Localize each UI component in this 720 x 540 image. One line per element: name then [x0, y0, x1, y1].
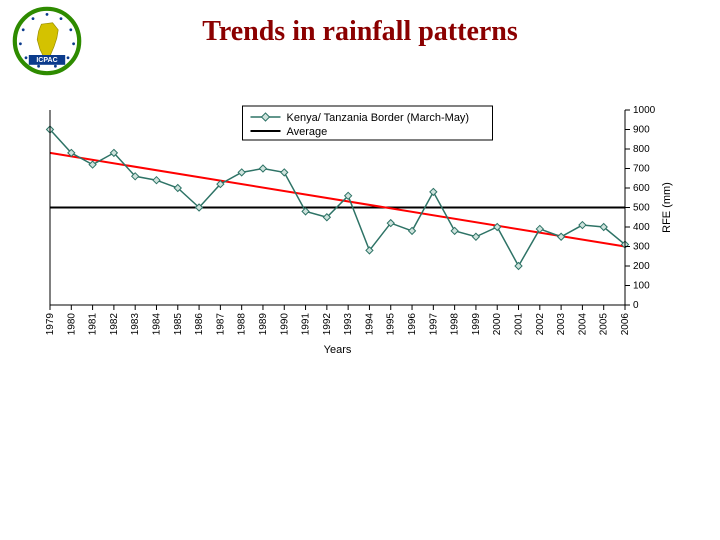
- y-tick-label: 900: [633, 125, 650, 136]
- x-tick-label: 1979: [45, 313, 56, 336]
- x-tick-label: 1991: [301, 313, 312, 336]
- slide: ICPAC Trends in rainfall patterns 0 100 20…: [0, 0, 720, 540]
- y-tick-label: 700: [633, 164, 650, 175]
- y-tick-label: 200: [633, 261, 650, 272]
- x-tick-label: 2003: [556, 313, 567, 336]
- x-tick-label: 1999: [471, 313, 482, 336]
- x-tick-label: 1982: [109, 313, 120, 336]
- y-tick-label: 0: [633, 300, 639, 311]
- x-tick-label: 1983: [130, 313, 141, 336]
- x-tick-label: 1984: [151, 313, 162, 336]
- x-tick-label: 1993: [343, 313, 354, 336]
- y-tick-label: 800: [633, 144, 650, 155]
- x-tick-label: 2001: [514, 313, 525, 336]
- x-tick-label: 1985: [173, 313, 184, 336]
- x-tick-label: 1995: [386, 313, 397, 336]
- x-tick-label: 1981: [88, 313, 99, 336]
- legend-average-label: Average: [287, 126, 328, 138]
- x-tick-label: 1987: [215, 313, 226, 336]
- x-axis-label: Years: [324, 344, 352, 356]
- x-tick-label: 2006: [620, 313, 631, 336]
- page-title: Trends in rainfall patterns: [0, 16, 720, 48]
- x-tick-label: 1992: [322, 313, 333, 336]
- y-tick-label: 400: [633, 222, 650, 233]
- x-tick-label: 2002: [535, 313, 546, 336]
- logo-label: ICPAC: [36, 57, 57, 64]
- x-tick-label: 2005: [599, 313, 610, 336]
- x-tick-label: 2004: [577, 313, 588, 336]
- rainfall-chart: 0 100 200 300 400 500 600 700 800 900 1000 RFE (mm)…: [40, 100, 680, 360]
- y-axis-label: RFE (mm): [661, 182, 673, 233]
- y-tick-label: 500: [633, 203, 650, 214]
- x-tick-label: 1989: [258, 313, 269, 336]
- y-tick-label: 300: [633, 242, 650, 253]
- y-tick-label: 600: [633, 183, 650, 194]
- legend-series-label: Kenya/ Tanzania Border (March-May): [287, 112, 470, 124]
- x-tick-label: 1996: [407, 313, 418, 336]
- x-tick-label: 2000: [492, 313, 503, 336]
- chart-svg: 0 100 200 300 400 500 600 700 800 900 1000 RFE (mm)…: [40, 100, 680, 360]
- x-tick-label: 1988: [237, 313, 248, 336]
- x-tick-label: 1980: [66, 313, 77, 336]
- x-tick-label: 1998: [450, 313, 461, 336]
- y-tick-label: 1000: [633, 105, 656, 116]
- x-tick-label: 1997: [428, 313, 439, 336]
- y-tick-label: 100: [633, 281, 650, 292]
- x-tick-label: 1986: [194, 313, 205, 336]
- x-tick-label: 1994: [364, 313, 375, 336]
- x-tick-label: 1990: [279, 313, 290, 336]
